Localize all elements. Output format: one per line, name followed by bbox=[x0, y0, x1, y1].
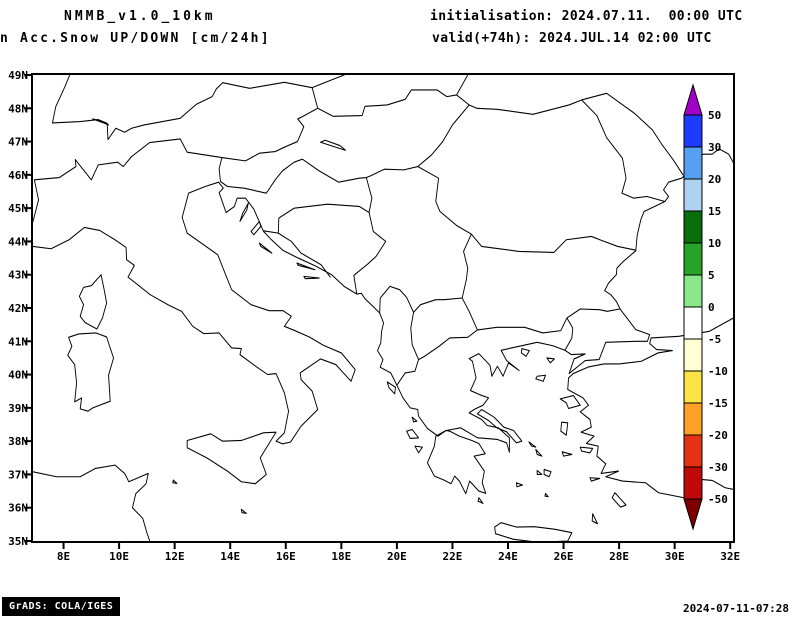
island-sicily bbox=[186, 431, 277, 485]
lakes-balaton-constance bbox=[92, 118, 346, 151]
lon-tick-label: 24E bbox=[498, 550, 518, 563]
creation-timestamp: 2024-07-11-07:28 bbox=[683, 602, 789, 615]
product-title: n Acc.Snow UP/DOWN [cm/24h] bbox=[0, 31, 271, 46]
coastline-italy bbox=[33, 181, 356, 445]
initialisation-line: initialisation: 2024.07.11. 00:00 UTC bbox=[430, 9, 743, 24]
model-title: NMMB_v1.0_10km bbox=[64, 9, 216, 24]
border-bosnia-serbia bbox=[263, 203, 387, 294]
coastline-peloponnese bbox=[426, 429, 487, 495]
island-euboea bbox=[476, 408, 523, 444]
lon-tick-label: 14E bbox=[220, 550, 240, 563]
border-central-europe bbox=[51, 75, 478, 162]
island-crete bbox=[494, 522, 573, 541]
border-alps-italy bbox=[33, 138, 228, 223]
lat-tick-label: 42N bbox=[8, 302, 28, 315]
coastline-marmara-blacksea-west bbox=[564, 148, 733, 375]
border-romania-bulgaria bbox=[417, 92, 684, 299]
lat-tick-label: 35N bbox=[8, 535, 28, 548]
lon-tick-label: 8E bbox=[57, 550, 70, 563]
lat-tick-label: 49N bbox=[8, 69, 28, 82]
lon-tick-label: 16E bbox=[276, 550, 296, 563]
lon-tick-label: 32E bbox=[720, 550, 740, 563]
lon-tick-label: 26E bbox=[554, 550, 574, 563]
lat-tick-label: 48N bbox=[8, 102, 28, 115]
lon-tick-label: 10E bbox=[109, 550, 129, 563]
lon-tick-label: 12E bbox=[165, 550, 185, 563]
lat-tick-label: 46N bbox=[8, 169, 28, 182]
map-frame bbox=[31, 73, 735, 543]
lon-tick-label: 18E bbox=[331, 550, 351, 563]
grads-credit-badge: GrADS: COLA/IGES bbox=[2, 597, 121, 616]
lat-tick-label: 39N bbox=[8, 402, 28, 415]
border-pannonia bbox=[226, 104, 470, 214]
lon-tick-label: 28E bbox=[609, 550, 629, 563]
lon-tick-label: 30E bbox=[665, 550, 685, 563]
lat-tick-label: 43N bbox=[8, 269, 28, 282]
lat-tick-label: 41N bbox=[8, 335, 28, 348]
lon-tick-label: 22E bbox=[443, 550, 463, 563]
lat-tick-label: 47N bbox=[8, 136, 28, 149]
islands-aegean-adriatic bbox=[172, 202, 627, 525]
lat-tick-label: 37N bbox=[8, 468, 28, 481]
lon-tick-label: 20E bbox=[387, 550, 407, 563]
lat-tick-label: 36N bbox=[8, 502, 28, 515]
lat-tick-label: 44N bbox=[8, 235, 28, 248]
coastline-greece-mainland bbox=[396, 341, 566, 453]
coastline-anatolia-aegean bbox=[567, 337, 733, 499]
coastline-adriatic-balkan bbox=[218, 181, 398, 386]
island-sardinia bbox=[67, 332, 115, 412]
coastline-anatolia-blacksea bbox=[650, 317, 733, 339]
island-corsica bbox=[78, 274, 108, 330]
valid-time-line: valid(+74h): 2024.JUL.14 02:00 UTC bbox=[432, 31, 712, 46]
lat-tick-label: 45N bbox=[8, 202, 28, 215]
border-south-balkans bbox=[379, 285, 621, 386]
coastline-north-africa bbox=[33, 464, 151, 541]
lat-tick-label: 40N bbox=[8, 369, 28, 382]
lat-tick-label: 38N bbox=[8, 435, 28, 448]
coastline-map bbox=[33, 75, 733, 541]
